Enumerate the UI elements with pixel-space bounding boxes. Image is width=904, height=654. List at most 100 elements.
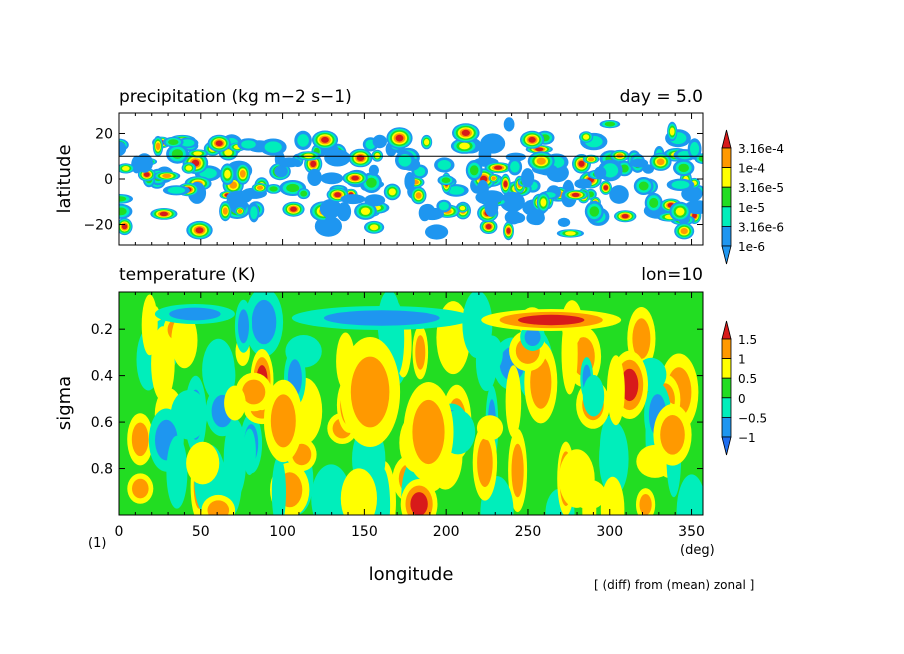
- precipitation-title: precipitation (kg m−2 s−1): [119, 87, 352, 107]
- precipitation-contour-cell: [469, 165, 479, 176]
- precipitation-contour-cell: [503, 117, 515, 132]
- precipitation-contour-cell: [510, 161, 520, 173]
- precipitation-contour-cell: [438, 201, 449, 211]
- precipitation-contour-cell: [264, 141, 282, 153]
- colorbar-label: 1.5: [738, 333, 757, 347]
- precipitation-contour-cell: [121, 223, 128, 230]
- precipitation-contour-cell: [277, 157, 301, 168]
- temperature-field: [127, 292, 703, 515]
- precipitation-contour-cell: [395, 134, 404, 142]
- colorbar-label: −1: [738, 431, 756, 445]
- precipitation-contour-cell: [360, 207, 371, 215]
- precipitation-contour-cell: [459, 142, 470, 150]
- precipitation-contour-cell: [491, 176, 496, 181]
- temperature-contour-cell: [186, 441, 220, 485]
- colorbar-segment: [721, 225, 732, 247]
- temperature-contour-cell: [238, 309, 249, 344]
- precipitation-contour-cell: [505, 152, 526, 162]
- temperature-colorbar: 1.5 1 0.5 0 −0.5 −1: [721, 320, 767, 456]
- temperature-title: temperature (K): [119, 265, 256, 285]
- precipitation-contour-cell: [526, 210, 545, 226]
- precipitation-contour-cell: [669, 127, 675, 136]
- precipitation-contour-cell: [143, 172, 150, 178]
- temperature-contour-cell: [166, 435, 188, 509]
- precipitation-contour-cell: [521, 168, 535, 188]
- precipitation-contour-cell: [310, 160, 317, 168]
- precipitation-contour-cell: [321, 136, 329, 143]
- precipitation-contour-cell: [485, 224, 492, 230]
- temperature-contour-cell: [620, 368, 639, 402]
- precipitation-contour-cell: [222, 207, 228, 215]
- y-tick-label: 20: [95, 126, 113, 142]
- temperature-contour-cell: [518, 314, 585, 326]
- precipitation-contour-cell: [241, 140, 256, 149]
- temperature-contour-cell: [207, 500, 230, 515]
- precipitation-contour-cell: [336, 202, 352, 222]
- precipitation-y-ticks: −20 0 20: [83, 126, 703, 234]
- temperature-contour-cell: [415, 335, 426, 370]
- precipitation-contour-cell: [574, 178, 592, 189]
- precipitation-contour-cell: [692, 212, 697, 219]
- precipitation-x-ticks: [118, 113, 693, 245]
- y-tick-label: 0.4: [91, 369, 113, 385]
- colorbar-segment: [721, 358, 732, 379]
- temperature-contour-cell: [599, 421, 629, 497]
- temperature-x-ticks: 0 50 100 150 200 250 300 350: [115, 292, 705, 540]
- colorbar-label: 1e-6: [738, 240, 765, 254]
- precipitation-day-annotation: day = 5.0: [620, 87, 703, 107]
- precipitation-contour-cell: [621, 214, 629, 219]
- sigma-axis-label: sigma: [54, 376, 75, 430]
- longitude-unit: (deg): [680, 543, 715, 558]
- temperature-contour-cell: [202, 338, 235, 402]
- precipitation-contour-cell: [671, 180, 690, 189]
- precipitation-contour-cell: [578, 160, 585, 167]
- temperature-contour-cell: [582, 374, 605, 417]
- temperature-contour-cell: [141, 294, 158, 356]
- precipitation-contour-cell: [185, 165, 192, 171]
- x-tick-label: 300: [596, 524, 623, 540]
- precipitation-contour-cell: [678, 163, 689, 173]
- colorbar-top-arrow: [721, 129, 732, 149]
- precipitation-contour-cell: [237, 209, 243, 214]
- temperature-contour-cell: [323, 310, 440, 326]
- precipitation-contour-cell: [698, 155, 703, 162]
- precipitation-contour-cell: [535, 147, 544, 152]
- precipitation-contour-cell: [324, 213, 337, 234]
- colorbar-segment: [721, 416, 732, 438]
- precipitation-contour-cell: [609, 185, 629, 204]
- precipitation-contour-cell: [604, 121, 616, 127]
- precipitation-contour-cell: [239, 170, 246, 178]
- precipitation-contour-cell: [649, 197, 659, 208]
- precipitation-contour-cell: [642, 164, 654, 174]
- longitude-axis-label: longitude: [369, 564, 454, 585]
- y-tick-label: 0.2: [91, 322, 113, 338]
- temperature-contour-cell: [660, 415, 685, 455]
- temperature-contour-cell: [477, 438, 493, 487]
- temperature-contour-cell: [169, 307, 221, 321]
- precipitation-contour-cell: [540, 198, 547, 207]
- temperature-contour-cell: [271, 456, 286, 515]
- precipitation-contour-cell: [135, 153, 153, 173]
- precipitation-contour-cell: [415, 192, 422, 199]
- precipitation-contour-cell: [557, 217, 571, 227]
- precipitation-contour-cell: [155, 142, 161, 150]
- x-tick-label: 0: [115, 524, 124, 540]
- precipitation-contour-cell: [162, 173, 172, 178]
- colorbar-label: 3.16e-5: [738, 181, 784, 195]
- precipitation-contour-cell: [528, 136, 536, 143]
- x-tick-label: 150: [351, 524, 378, 540]
- precipitation-contour-cell: [366, 177, 377, 188]
- precipitation-contour-cell: [364, 194, 386, 207]
- temperature-contour-cell: [243, 428, 256, 476]
- colorbar-label: 1e-5: [738, 201, 765, 215]
- temperature-contour-cell: [410, 492, 428, 515]
- precipitation-contour-cell: [499, 191, 525, 212]
- precipitation-contour-cell: [484, 195, 499, 217]
- temperature-contour-cell: [131, 422, 149, 457]
- precipitation-contour-cell: [119, 207, 127, 216]
- precipitation-contour-cell: [374, 152, 380, 159]
- x-tick-label: 100: [269, 524, 296, 540]
- precipitation-contour-cell: [215, 140, 223, 147]
- precipitation-contour-cell: [168, 139, 179, 146]
- precipitation-contour-cell: [461, 129, 470, 136]
